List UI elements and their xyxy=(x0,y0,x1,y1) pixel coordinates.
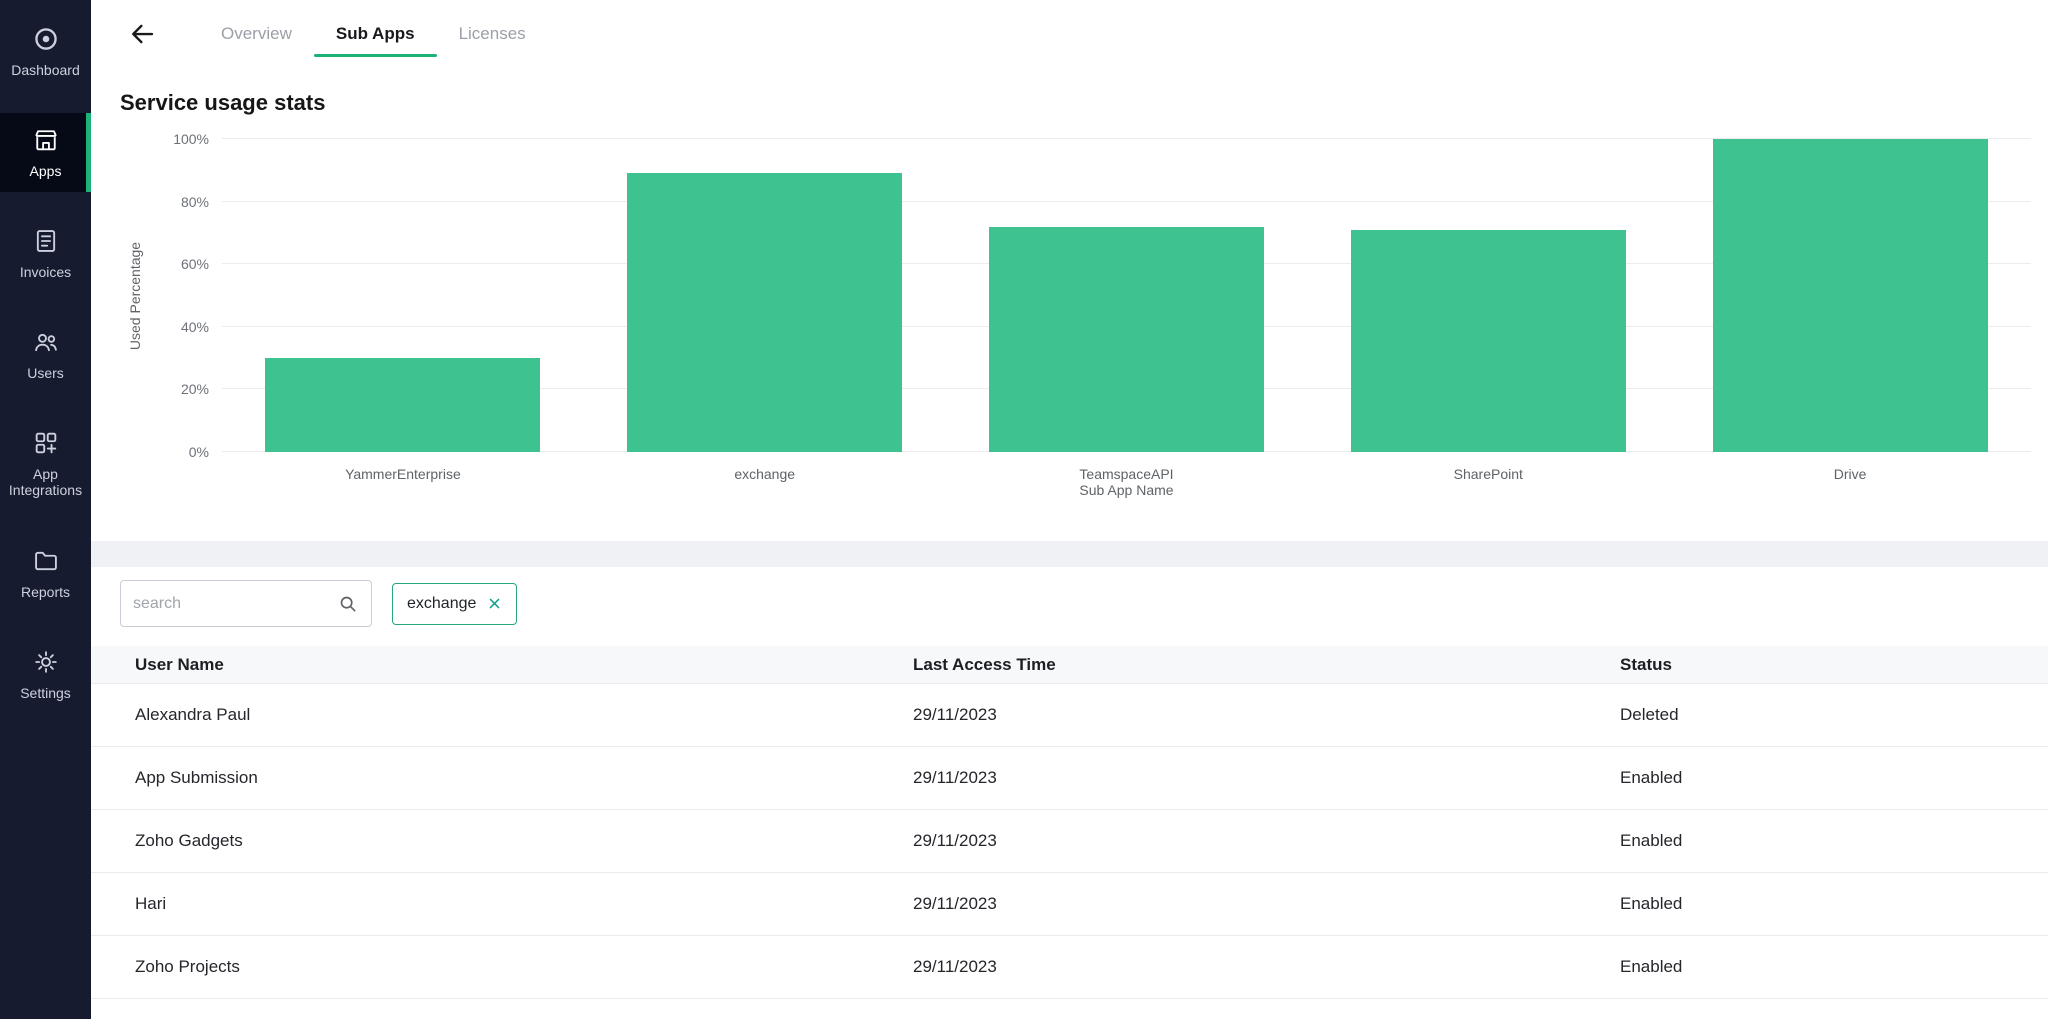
reports-folder-icon xyxy=(32,547,60,575)
sidebar-item-dashboard[interactable]: Dashboard xyxy=(0,12,91,91)
sidebar-item-users[interactable]: Users xyxy=(0,315,91,394)
y-axis-ticks: 0% 20% 40% 60% 80% 100% xyxy=(91,131,209,460)
y-tick-label: 20% xyxy=(180,381,209,398)
status-cell: Enabled xyxy=(1620,768,1683,787)
user-name-cell: App Submission xyxy=(135,768,258,787)
sidebar-item-app-integrations[interactable]: App Integrations xyxy=(0,416,91,511)
sidebar-item-label: App Integrations xyxy=(8,466,83,499)
sidebar-item-label: Users xyxy=(27,365,64,382)
content-area: Overview Sub Apps Licenses Service usage… xyxy=(91,0,2048,1019)
bar-Drive[interactable] xyxy=(1712,139,1988,452)
back-button[interactable] xyxy=(127,19,157,49)
table-row[interactable]: Zoho Gadgets 29/11/2023 Enabled xyxy=(91,810,2048,873)
usage-chart: Used Percentage 0% 20% 40% 60% 80% 100% Yamme… xyxy=(91,126,2048,517)
filter-chip-exchange[interactable]: exchange xyxy=(392,582,518,625)
tab-bar: Overview Sub Apps Licenses xyxy=(199,0,548,68)
table-row[interactable]: Hari 29/11/2023 Enabled xyxy=(91,873,2048,936)
tab-licenses[interactable]: Licenses xyxy=(437,0,548,68)
search-input[interactable] xyxy=(133,594,337,613)
table-row[interactable]: App Submission 29/11/2023 Enabled xyxy=(91,747,2048,810)
bar-YammerEnterprise[interactable] xyxy=(265,358,541,452)
bar-TeamspaceAPI[interactable] xyxy=(989,226,1264,452)
status-cell: Deleted xyxy=(1620,705,1679,724)
bar-slot: SharePoint xyxy=(1307,139,1669,482)
users-icon xyxy=(32,328,60,356)
last-access-cell: 29/11/2023 xyxy=(913,705,997,724)
sidebar-item-reports[interactable]: Reports xyxy=(0,534,91,613)
status-cell: Enabled xyxy=(1620,957,1683,976)
bar-exchange[interactable] xyxy=(627,173,903,452)
column-header-last-access: Last Access Time xyxy=(913,654,1056,674)
last-access-cell: 29/11/2023 xyxy=(913,831,997,850)
invoice-icon xyxy=(32,227,60,255)
last-access-cell: 29/11/2023 xyxy=(913,768,997,787)
x-category-label: exchange xyxy=(734,466,796,482)
filter-chip-label: exchange xyxy=(407,594,477,612)
x-category-label: SharePoint xyxy=(1453,466,1523,482)
gear-icon xyxy=(32,648,60,676)
table-header: User Name Last Access Time Status xyxy=(91,646,2048,684)
sidebar-item-label: Dashboard xyxy=(11,62,80,78)
table-row[interactable]: Alexandra Paul 29/11/2023 Deleted xyxy=(91,684,2048,747)
user-name-cell: Hari xyxy=(135,894,167,913)
sidebar-item-settings[interactable]: Settings xyxy=(0,635,91,714)
storefront-icon xyxy=(32,126,60,154)
bar-slot: TeamspaceAPI xyxy=(946,139,1308,482)
user-name-cell: Zoho Projects xyxy=(135,957,240,976)
y-tick-label: 40% xyxy=(180,318,209,335)
bar-slot: Drive xyxy=(1669,139,2031,482)
y-tick-label: 60% xyxy=(180,256,209,273)
y-tick-label: 80% xyxy=(180,193,209,210)
back-arrow-icon xyxy=(132,24,154,44)
sidebar: Dashboard Apps Invoices Users App Integr… xyxy=(0,0,91,1019)
sidebar-item-label: Settings xyxy=(20,684,71,701)
topbar: Overview Sub Apps Licenses xyxy=(91,0,2048,68)
search-box xyxy=(120,580,372,627)
table-row[interactable]: Zoho Projects 29/11/2023 Enabled xyxy=(91,936,2048,999)
chip-close-icon[interactable] xyxy=(487,596,502,611)
sidebar-item-label: Invoices xyxy=(19,264,72,281)
column-header-user-name: User Name xyxy=(135,654,224,674)
status-cell: Enabled xyxy=(1620,894,1683,913)
integrations-icon xyxy=(32,429,60,457)
last-access-cell: 29/11/2023 xyxy=(913,957,997,976)
bar-slot: exchange xyxy=(584,139,946,482)
page-title: Service usage stats xyxy=(120,90,326,115)
user-name-cell: Alexandra Paul xyxy=(135,705,251,724)
zoho-logo-icon xyxy=(32,25,60,53)
gridline xyxy=(222,200,2031,202)
bar-SharePoint[interactable] xyxy=(1350,229,1626,452)
section-divider xyxy=(91,541,2048,567)
chart-plot: YammerEnterprise exchange TeamspaceAPI Shar… xyxy=(222,138,2031,482)
status-cell: Enabled xyxy=(1620,831,1683,850)
sidebar-item-label: Reports xyxy=(20,583,71,600)
y-tick-label: 100% xyxy=(173,131,209,147)
tab-overview[interactable]: Overview xyxy=(199,0,314,68)
user-name-cell: Zoho Gadgets xyxy=(135,831,243,850)
x-category-label: Drive xyxy=(1833,466,1867,482)
tab-sub-apps[interactable]: Sub Apps xyxy=(313,0,437,68)
x-category-label: YammerEnterprise xyxy=(345,466,461,482)
x-category-label: TeamspaceAPI xyxy=(1079,466,1174,482)
last-access-cell: 29/11/2023 xyxy=(913,894,997,913)
x-axis-title: Sub App Name xyxy=(1079,482,1174,498)
filter-row: exchange xyxy=(120,580,2048,627)
sidebar-item-invoices[interactable]: Invoices xyxy=(0,214,91,293)
bar-slot: YammerEnterprise xyxy=(222,139,584,482)
table-body: Alexandra Paul 29/11/2023 Deleted App Submi… xyxy=(91,684,2048,999)
sidebar-item-apps[interactable]: Apps xyxy=(0,113,91,193)
column-header-status: Status xyxy=(1620,654,1672,674)
y-tick-label: 0% xyxy=(188,444,209,460)
users-table: User Name Last Access Time Status Alexan… xyxy=(91,646,2048,999)
gridline xyxy=(222,138,2031,139)
search-icon[interactable] xyxy=(337,593,359,615)
sidebar-item-label: Apps xyxy=(29,163,62,180)
